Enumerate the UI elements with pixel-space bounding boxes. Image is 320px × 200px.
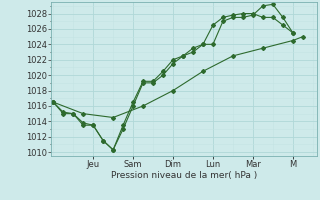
X-axis label: Pression niveau de la mer( hPa ): Pression niveau de la mer( hPa ): [111, 171, 257, 180]
